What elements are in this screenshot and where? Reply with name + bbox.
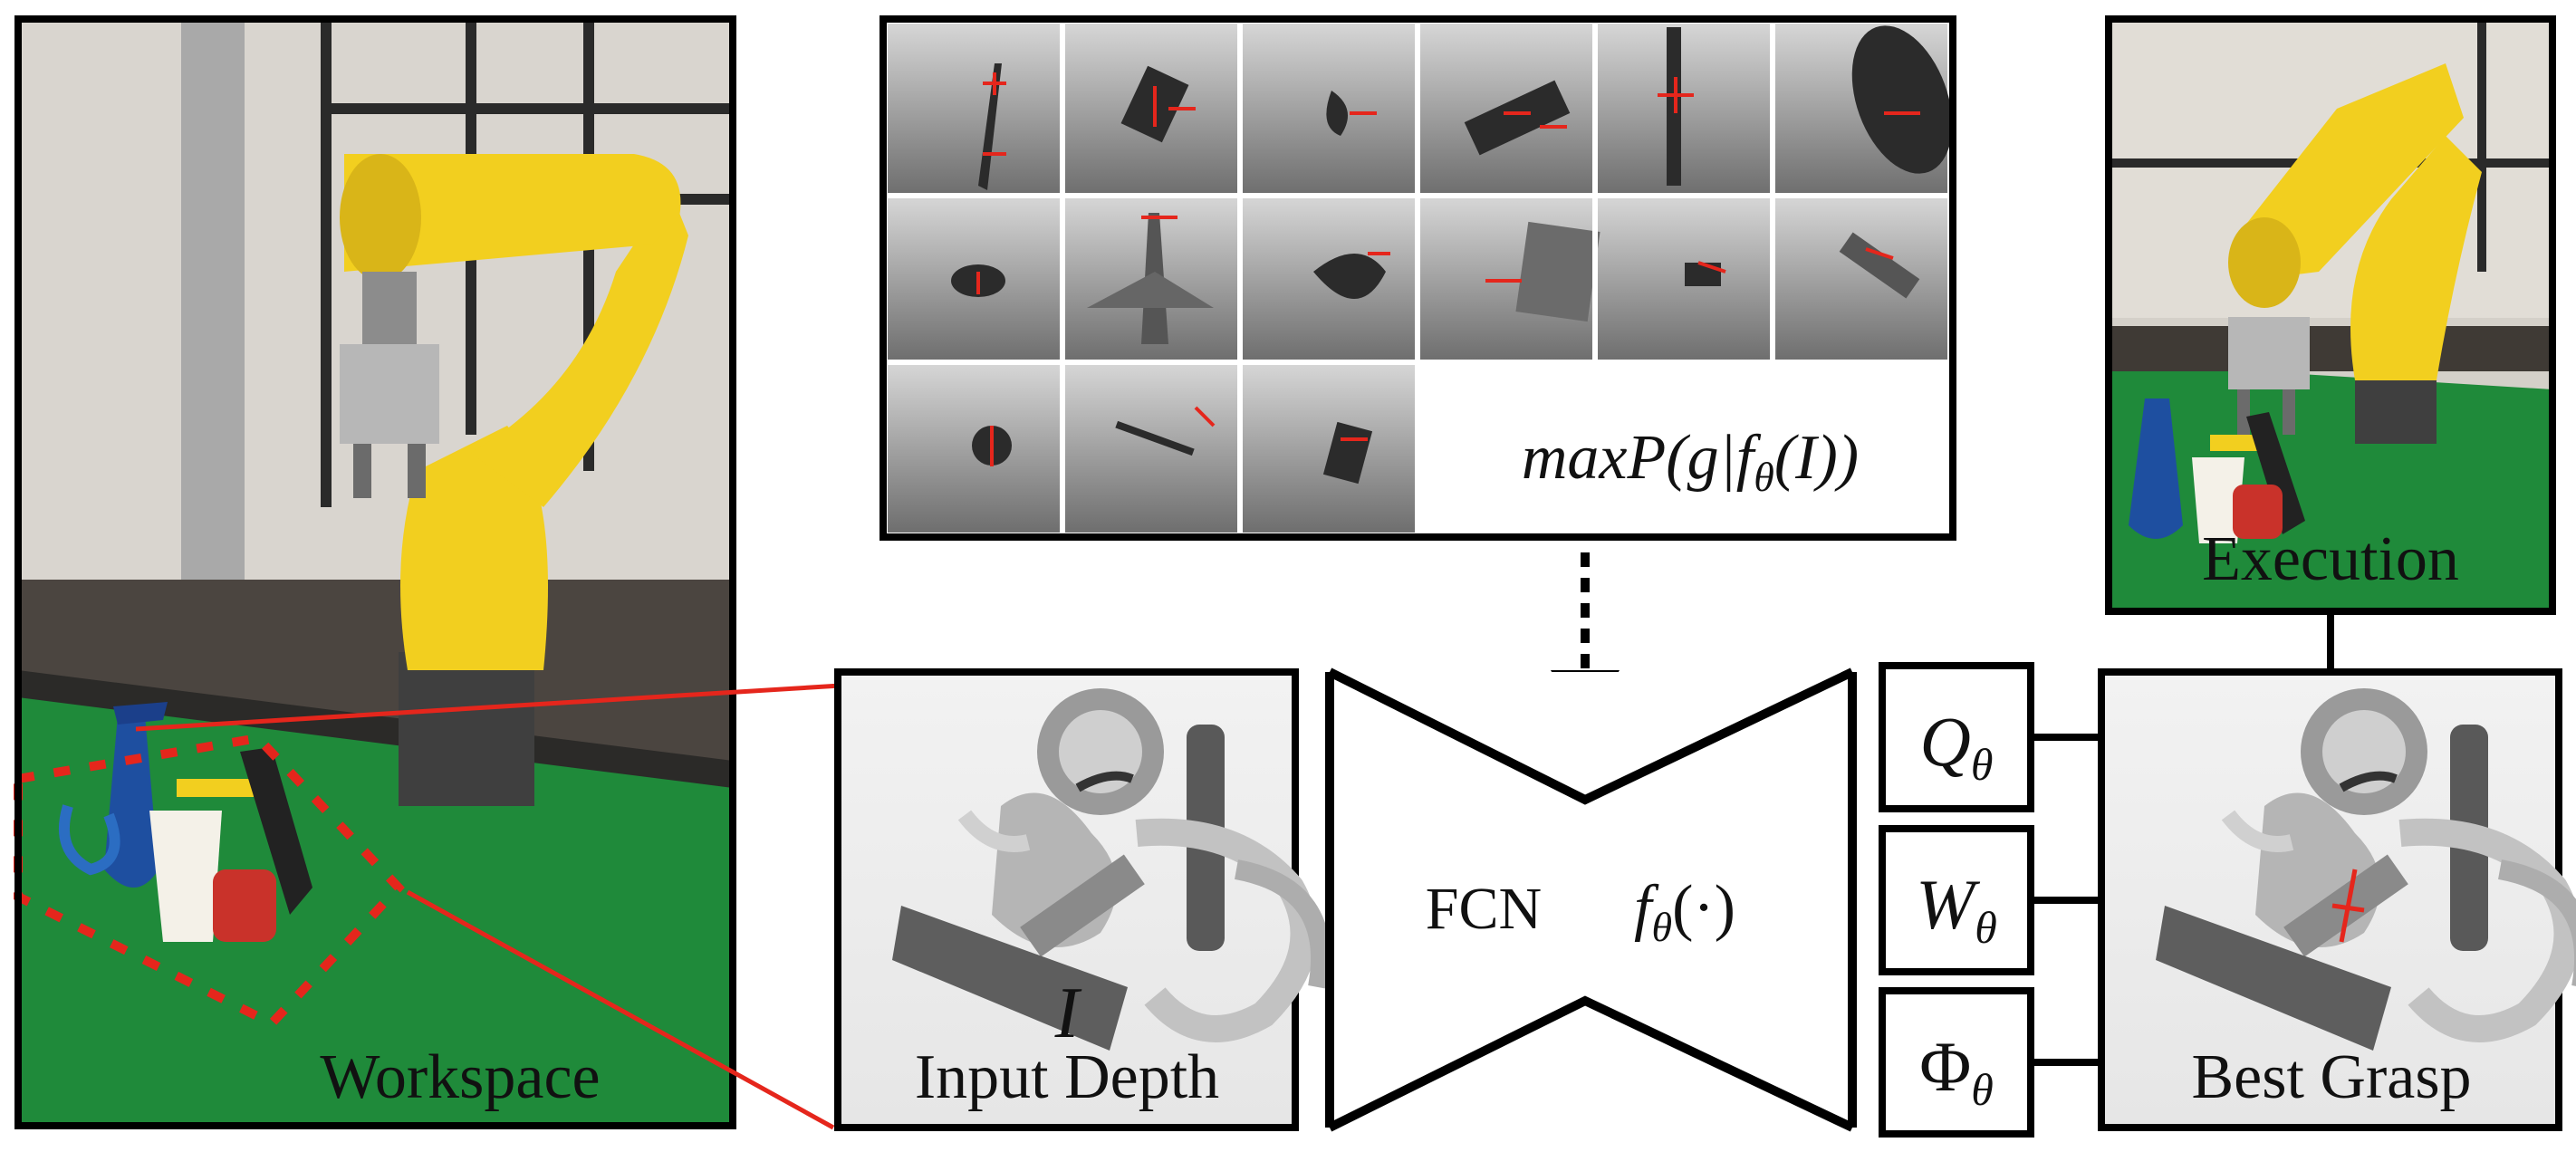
workspace-panel: Workspace [14,15,736,1129]
training-tile-grid: maxP(g|fθ(I)) [879,15,1956,541]
execution-label: Execution [2202,524,2459,594]
grasp-marker-icon [2331,869,2365,943]
table-objects [2129,398,2305,543]
input-depth-panel: I Input Depth [834,668,1321,1131]
output-heads: Qθ Wθ Φθ [1879,662,2101,1138]
best-grasp-label: Best Grasp [2191,1042,2471,1112]
table-objects [58,702,312,942]
best-grasp-panel: Best Grasp [2098,668,2576,1131]
fcn-label: FCN [1426,876,1542,942]
fcn-function: fθ(·) [1634,873,1735,950]
robot-arm-icon [2228,63,2482,444]
grasp-marker-icon [976,72,1920,466]
svg-text:Wθ: Wθ [1916,865,1997,953]
input-depth-label: Input Depth [915,1042,1219,1112]
execution-panel: Execution [2105,15,2556,615]
training-objective: maxP(g|fθ(I)) [1522,423,1859,500]
input-depth-symbol: I [1054,974,1082,1053]
svg-text:Qθ: Qθ [1920,702,1994,790]
fcn-network-block: FCN fθ(·) [1325,667,1857,1132]
workspace-label: Workspace [320,1042,600,1112]
output-quality: Qθ [1879,662,2034,812]
robot-arm-icon [340,154,688,806]
tile-objects [951,25,1953,485]
output-angle: Φθ [1879,987,2034,1138]
svg-text:Φθ: Φθ [1919,1027,1994,1115]
zoom-connector-lines [135,683,841,1130]
output-width: Wθ [1879,825,2034,975]
